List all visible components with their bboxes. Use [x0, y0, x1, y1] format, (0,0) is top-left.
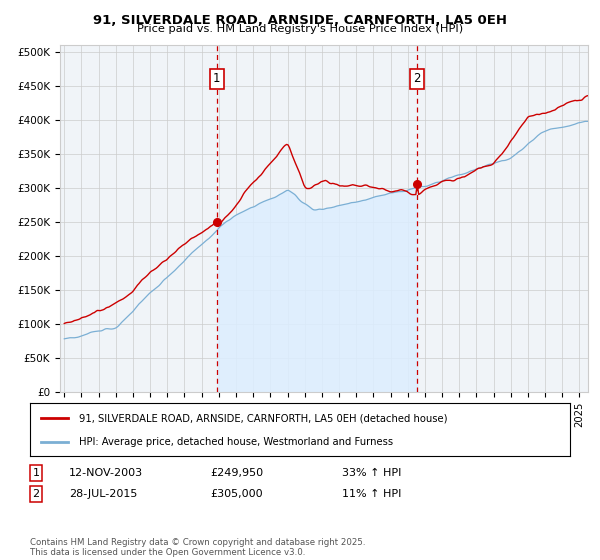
- Text: HPI: Average price, detached house, Westmorland and Furness: HPI: Average price, detached house, West…: [79, 436, 393, 446]
- Text: 1: 1: [32, 468, 40, 478]
- Text: 28-JUL-2015: 28-JUL-2015: [69, 489, 137, 499]
- Text: 91, SILVERDALE ROAD, ARNSIDE, CARNFORTH, LA5 0EH: 91, SILVERDALE ROAD, ARNSIDE, CARNFORTH,…: [93, 14, 507, 27]
- Text: Price paid vs. HM Land Registry's House Price Index (HPI): Price paid vs. HM Land Registry's House …: [137, 24, 463, 34]
- Text: 11% ↑ HPI: 11% ↑ HPI: [342, 489, 401, 499]
- Text: 33% ↑ HPI: 33% ↑ HPI: [342, 468, 401, 478]
- Text: 2: 2: [32, 489, 40, 499]
- Text: 12-NOV-2003: 12-NOV-2003: [69, 468, 143, 478]
- Text: Contains HM Land Registry data © Crown copyright and database right 2025.
This d: Contains HM Land Registry data © Crown c…: [30, 538, 365, 557]
- Text: 1: 1: [213, 72, 220, 85]
- Text: £249,950: £249,950: [210, 468, 263, 478]
- Text: 91, SILVERDALE ROAD, ARNSIDE, CARNFORTH, LA5 0EH (detached house): 91, SILVERDALE ROAD, ARNSIDE, CARNFORTH,…: [79, 413, 447, 423]
- Text: 2: 2: [413, 72, 421, 85]
- Text: £305,000: £305,000: [210, 489, 263, 499]
